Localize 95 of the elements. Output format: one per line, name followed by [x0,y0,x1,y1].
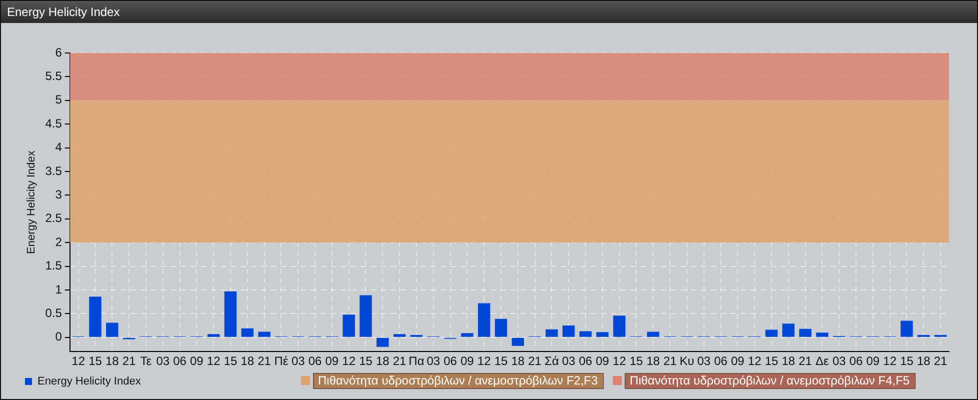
x-tick-label: 03 [156,354,170,368]
y-tick-label: 0 [55,330,62,344]
x-tick-label: 09 [325,354,339,368]
x-tick-label: 12 [477,354,492,368]
y-tick-label: 5 [55,92,62,107]
bar [494,318,508,337]
y-tick-label: 4.5 [45,116,62,130]
x-tick-label: 03 [562,354,576,368]
x-tick-label: 09 [190,354,204,368]
x-tick-label: 15 [494,354,508,368]
bar [647,332,660,337]
x-tick-label: 06 [173,354,187,368]
y-tick-label: 2 [55,234,62,249]
bar [546,329,558,337]
bar [360,295,372,337]
bar [512,338,524,346]
x-tick-label: Δε [816,354,830,368]
x-tick-label: 12 [883,354,897,368]
x-tick-label: 09 [866,354,880,368]
x-tick-label: Τε [140,354,152,368]
y-tick-label: 1.5 [45,258,62,273]
x-tick-label: 06 [444,354,458,368]
bar [816,332,828,337]
x-tick-label: 18 [782,354,796,368]
x-tick-label: 18 [105,354,120,368]
x-tick-label: 21 [528,354,542,368]
x-tick-label: 06 [578,354,593,368]
x-tick-label: 18 [376,354,390,368]
bar [782,324,794,337]
bar [376,338,389,347]
x-tick-label: 12 [612,354,626,368]
x-tick-label: 12 [206,354,221,368]
bar [765,330,778,337]
x-tick-label: 12 [748,354,762,368]
y-tick-label: 2.5 [45,211,62,226]
x-tick-label: 15 [88,354,102,368]
bar [613,316,626,337]
y-tick-label: 5.5 [45,69,62,84]
chart-title: Energy Helicity Index [1,1,977,23]
x-tick-label: 21 [392,354,407,368]
x-tick-label: 15 [359,354,373,368]
x-tick-label: 03 [697,354,711,368]
y-tick-label: 3 [55,188,62,202]
x-tick-label: 12 [342,354,356,368]
x-tick-label: 03 [832,354,846,368]
x-tick-label: 15 [630,354,644,368]
x-tick-label: 15 [900,354,914,368]
x-tick-label: 15 [764,354,778,368]
x-tick-label: 03 [426,354,440,368]
x-tick-label: Πέ [274,354,289,368]
bar [89,296,102,337]
x-tick-label: 06 [714,354,728,368]
x-tick-label: 18 [511,354,525,368]
y-tick-label: 4 [55,140,62,154]
x-tick-label: 12 [72,354,86,368]
legend-label: Πιθανότητα υδροστρόβιλων / ανεμοστρόβιλων F2,F3 [318,373,598,388]
y-tick-label: 6 [55,45,62,60]
y-tick-label: 3.5 [45,164,62,178]
x-tick-label: 21 [934,354,948,368]
bar [106,322,118,337]
x-tick-label: 21 [258,354,272,368]
x-tick-label: 06 [849,354,864,368]
x-tick-label: Κυ [680,354,694,368]
bar [342,314,355,337]
y-tick-label: 1 [55,282,62,296]
bar [596,332,609,337]
x-tick-label: 15 [224,354,238,368]
x-tick-label: 06 [308,354,322,368]
bar [478,303,490,337]
x-tick-label: 03 [291,354,306,368]
x-tick-label: 18 [240,354,254,368]
y-tick-label: 0.5 [45,306,62,320]
legend-label: Energy Helicity Index [38,376,142,388]
x-tick-label: 09 [596,354,610,368]
x-tick-label: 09 [460,354,474,368]
x-tick-label: 21 [798,354,812,368]
x-tick-label: Σά [544,354,559,368]
bar [258,332,270,337]
bar [241,328,254,337]
bar [461,333,474,337]
x-tick-label: 18 [646,354,660,368]
x-tick-label: 21 [122,354,136,368]
bar [900,320,913,337]
bar [393,334,406,337]
x-tick-label: 18 [916,354,931,368]
x-tick-label: 09 [730,354,745,368]
bar [562,326,575,337]
bar [579,331,592,337]
bar [224,291,237,337]
legend-label: Πιθανότητα υδροστρόβιλων / ανεμοστρόβιλων F4,F5 [630,373,910,388]
bar [799,328,812,337]
y-axis-title: Energy Helicity Index [26,150,38,254]
x-tick-label: Πα [408,354,424,368]
x-tick-label: 21 [663,354,678,368]
bar [207,334,220,337]
